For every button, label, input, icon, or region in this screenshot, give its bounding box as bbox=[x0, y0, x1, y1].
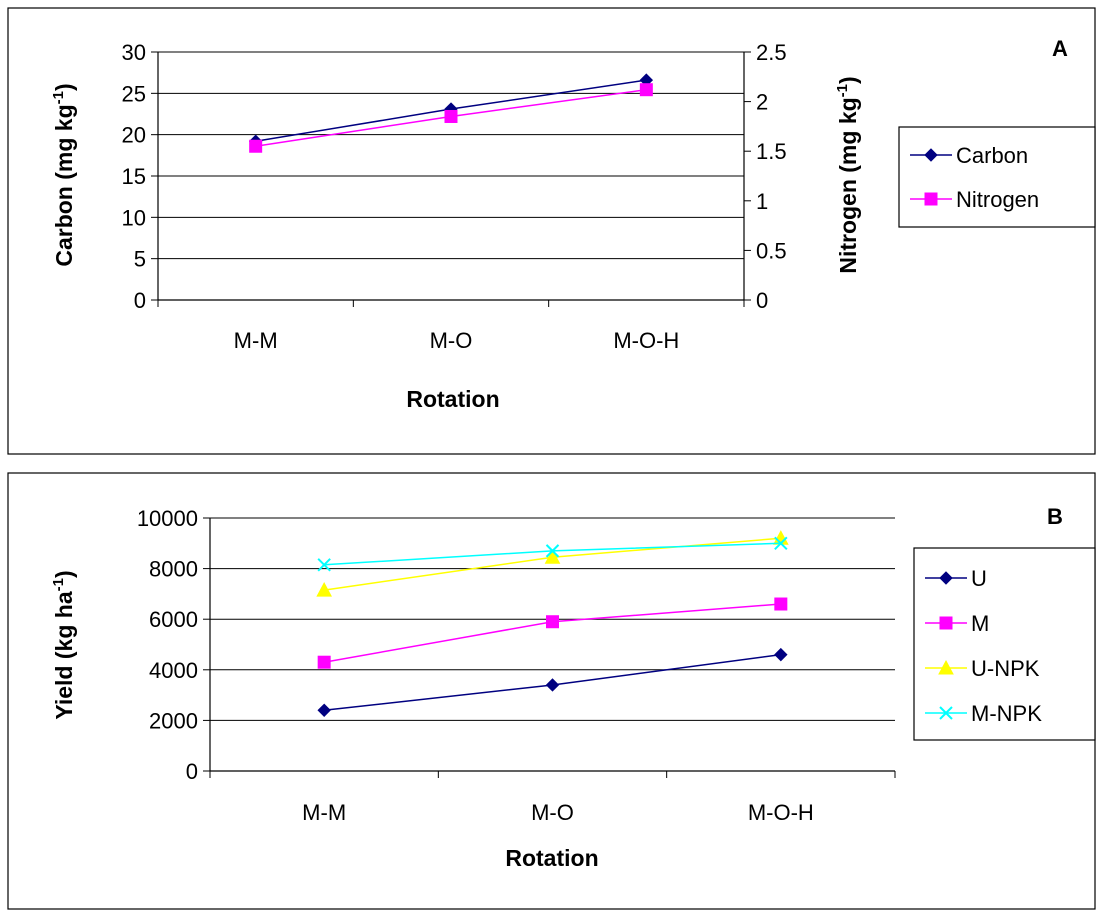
panel-a-gridlines bbox=[158, 51, 744, 260]
a-legend-label-nitrogen: Nitrogen bbox=[956, 187, 1039, 212]
a-legend-marker-nitrogen bbox=[924, 192, 938, 206]
b-point-u-npk-0-shape bbox=[316, 582, 333, 597]
panel-a-frame bbox=[7, 7, 1096, 455]
b-point-m-npk-0-stroke-b bbox=[317, 558, 331, 572]
b-legend-label-u: U bbox=[971, 566, 987, 591]
b-y-tick-label-3: 6000 bbox=[149, 607, 198, 632]
b-x-tick-label-1: M-O bbox=[531, 800, 574, 825]
b-y-tick-label-5: 10000 bbox=[137, 506, 198, 531]
a-y-tick-label-2: 10 bbox=[122, 205, 146, 230]
b-point-m-npk-2 bbox=[774, 536, 788, 551]
a-point-nitrogen-0-shape bbox=[249, 139, 263, 153]
a-y-tick-label-4: 20 bbox=[122, 123, 146, 148]
a-y2-tick-label-3: 1.5 bbox=[756, 139, 787, 164]
b-point-m-0 bbox=[317, 655, 331, 669]
b-point-m-npk-2-stroke-b bbox=[774, 536, 788, 551]
a-y-tick-label-0: 0 bbox=[134, 288, 146, 313]
a-x-tick-label-0: M-M bbox=[234, 328, 278, 353]
a-y-tick-label-6: 30 bbox=[122, 40, 146, 65]
panel-b-y-axis-label: Yield (kg ha-1) bbox=[50, 570, 77, 719]
b-point-u-2-shape bbox=[774, 647, 788, 662]
b-point-u-npk-1 bbox=[544, 549, 561, 564]
a-legend-marker-nitrogen-shape bbox=[924, 192, 938, 206]
b-legend-marker-u-shape bbox=[939, 571, 953, 585]
a-point-nitrogen-1-shape bbox=[444, 109, 458, 123]
b-point-u-2 bbox=[774, 647, 788, 662]
b-point-u-1 bbox=[545, 678, 560, 692]
a-y-tick-label-5: 25 bbox=[122, 81, 146, 106]
b-legend-marker-m-shape bbox=[939, 616, 953, 630]
b-series-line-m bbox=[324, 603, 781, 663]
b-point-u-npk-0 bbox=[316, 582, 333, 597]
panel-b: B 0 2000 4000 6000 8000 10000 M-M M-O M-O-H Rota… bbox=[7, 472, 1096, 910]
b-legend-label-m: M bbox=[971, 611, 989, 636]
b-point-u-0 bbox=[317, 703, 331, 717]
a-y2-tick-label-4: 2 bbox=[756, 90, 768, 115]
b-point-m-1-shape bbox=[546, 615, 559, 629]
a-y2-tick-label-0: 0 bbox=[756, 288, 768, 313]
b-x-tick-label-0: M-M bbox=[302, 800, 346, 825]
b-legend-marker-u bbox=[939, 571, 953, 585]
b-y-tick-label-0: 0 bbox=[186, 759, 198, 784]
b-point-m-npk-0 bbox=[317, 558, 331, 572]
panel-b-legend: UM U-NPK M-NPK bbox=[913, 547, 1096, 741]
a-y2-tick-label-2: 1 bbox=[756, 189, 768, 214]
panel-b-tick-labels: 0 2000 4000 6000 8000 10000 M-M M-O M-O-H bbox=[137, 506, 814, 825]
b-x-tick-label-2: M-O-H bbox=[748, 800, 814, 825]
b-legend-label-m-npk: M-NPK bbox=[971, 701, 1042, 726]
a-point-nitrogen-2-shape bbox=[639, 83, 653, 97]
a-y2-tick-label-1: 0.5 bbox=[756, 238, 787, 263]
b-point-u-0-shape bbox=[317, 703, 331, 717]
b-point-m-0-shape bbox=[317, 655, 331, 669]
panel-a-y2-axis-label: Nitrogen (mg kg-1) bbox=[834, 76, 861, 273]
b-legend-marker-m bbox=[939, 616, 953, 630]
a-y-tick-label-1: 5 bbox=[134, 247, 146, 272]
panel-a-x-axis-label: Rotation bbox=[406, 386, 499, 412]
panel-b-axes bbox=[203, 517, 896, 778]
b-point-u-1-shape bbox=[545, 678, 560, 692]
a-legend-marker-carbon bbox=[924, 148, 938, 162]
b-point-m-2-shape bbox=[774, 597, 788, 611]
b-y-tick-label-4: 8000 bbox=[149, 557, 198, 582]
a-y-tick-label-3: 15 bbox=[122, 164, 146, 189]
a-point-nitrogen-2 bbox=[639, 83, 653, 97]
b-point-m-npk-1 bbox=[545, 544, 560, 558]
panel-a: A 0 5 10 15 20 25 30 0 0.5 1 1.5 2 2.5 M-M M-O M-O-H Ro… bbox=[7, 7, 1096, 455]
panel-a-legend: Carbon Nitrogen bbox=[898, 126, 1096, 228]
panel-a-y-axis-label: Carbon (mg kg-1) bbox=[50, 83, 77, 266]
panel-b-x-axis-label: Rotation bbox=[505, 845, 598, 871]
a-legend-marker-carbon-shape bbox=[924, 148, 938, 162]
b-point-m-1 bbox=[546, 615, 559, 629]
b-point-m-2 bbox=[774, 597, 788, 611]
b-legend-marker-u-npk-shape bbox=[938, 659, 954, 675]
a-y2-tick-label-5: 2.5 bbox=[756, 40, 787, 65]
a-point-nitrogen-1 bbox=[444, 109, 458, 123]
panel-a-legend-box bbox=[898, 126, 1096, 228]
panel-a-tick-labels: 0 5 10 15 20 25 30 0 0.5 1 1.5 2 2.5 M-M M-O M-O-H bbox=[122, 40, 787, 353]
b-legend-marker-m-npk-stroke-b bbox=[939, 706, 953, 720]
a-legend-label-carbon: Carbon bbox=[956, 143, 1028, 168]
b-legend-marker-u-npk bbox=[938, 659, 954, 675]
a-point-nitrogen-0 bbox=[249, 139, 263, 153]
a-x-tick-label-1: M-O bbox=[430, 328, 473, 353]
panel-a-series bbox=[248, 73, 654, 153]
a-x-tick-label-2: M-O-H bbox=[613, 328, 679, 353]
panel-a-axes bbox=[151, 51, 751, 307]
b-y-tick-label-2: 4000 bbox=[149, 658, 198, 683]
panel-b-series bbox=[316, 530, 789, 717]
b-point-u-npk-1-shape bbox=[544, 549, 561, 564]
panel-b-letter: B bbox=[1047, 504, 1063, 529]
panel-a-letter: A bbox=[1052, 36, 1068, 61]
b-y-tick-label-1: 2000 bbox=[149, 708, 198, 733]
b-legend-marker-m-npk bbox=[939, 706, 953, 720]
b-legend-label-u-npk: U-NPK bbox=[971, 656, 1040, 681]
b-point-m-npk-1-stroke-b bbox=[545, 544, 560, 558]
